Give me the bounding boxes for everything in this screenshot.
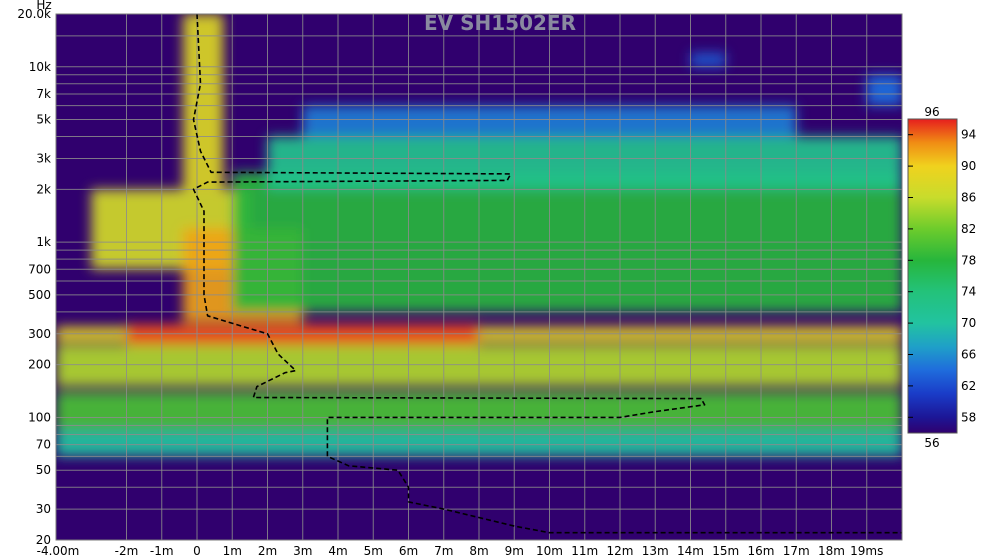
colorbar: 96 56 94 90 86 82 78 74 70 66 62 58 [907,105,976,450]
plot-area [55,13,903,541]
x-axis-ticks: -4.00m -2m -1m 0 1m 2m 3m 4m 5m 6m 7m 8m 9m 10m 11m 12m… [37,544,884,558]
colorbar-tick-label: 82 [961,222,976,236]
x-tick-label: 14m [677,544,704,558]
grid [56,14,902,540]
x-tick-label: 8m [469,544,488,558]
y-tick-label: 70 [36,438,51,452]
y-tick-label: 200 [28,358,51,372]
x-tick-label: -1m [150,544,174,558]
x-tick-label: 18m [818,544,845,558]
y-tick-label: 100 [28,410,51,424]
plot-frame [55,13,903,541]
colorbar-tick-label: 58 [961,410,976,424]
x-tick-label: 10m [536,544,563,558]
x-tick-label: 3m [293,544,312,558]
x-tick-label: 6m [399,544,418,558]
x-tick-label: -4.00m [37,544,80,558]
colorbar-tick-label: 70 [961,316,976,330]
heatmap-region [690,52,726,67]
chart-title: EV SH1502ER [424,11,576,35]
y-tick-label: 700 [28,262,51,276]
ridge-line [192,14,902,534]
x-tick-label: -2m [115,544,139,558]
colorbar-tick-label: 78 [961,253,976,267]
y-tick-label: 300 [28,327,51,341]
x-tick-label: 19ms [850,544,883,558]
colorbar-max-label: 96 [924,105,939,119]
x-tick-label: 0 [193,544,201,558]
x-tick-label: 7m [434,544,453,558]
x-tick-label: 2m [258,544,277,558]
x-tick-label: 12m [607,544,634,558]
colorbar-tick-label: 74 [961,285,976,299]
x-tick-label: 4m [328,544,347,558]
y-axis-ticks: 20.0k 10k 7k 5k 3k 2k 1k 700 500 300 200 100 70 50 30 2… [17,7,51,547]
y-tick-label: 20.0k [17,7,51,21]
colorbar-tick-label: 62 [961,379,976,393]
x-tick-label: 11m [571,544,598,558]
y-tick-label: 50 [36,463,51,477]
x-tick-label: 13m [642,544,669,558]
colorbar-tick-label: 90 [961,159,976,173]
x-tick-label: 9m [505,544,524,558]
y-tick-label: 20 [36,533,51,547]
colorbar-tick-label: 94 [961,128,976,142]
colorbar-min-label: 56 [924,436,939,450]
x-tick-label: 5m [364,544,383,558]
ridge-layer [192,14,902,534]
y-tick-label: 2k [36,182,51,196]
colorbar-ticks: 94 90 86 82 78 74 70 66 62 58 [908,128,976,424]
colorbar-tick-label: 86 [961,191,976,205]
y-tick-label: 30 [36,502,51,516]
colorbar-gradient [907,118,958,434]
y-tick-label: 7k [36,87,51,101]
x-tick-label: 15m [712,544,739,558]
y-tick-label: 3k [36,151,51,165]
y-tick-label: 5k [36,113,51,127]
y-tick-label: 500 [28,288,51,302]
x-tick-label: 17m [783,544,810,558]
y-tick-label: 10k [29,60,51,74]
y-axis-unit-label: Hz [36,0,51,12]
x-tick-label: 1m [223,544,242,558]
y-tick-label: 1k [36,235,51,249]
heatmap-region [182,14,224,190]
heatmap-region [866,74,902,106]
x-tick-label: 16m [748,544,775,558]
colorbar-tick-label: 66 [961,348,976,362]
